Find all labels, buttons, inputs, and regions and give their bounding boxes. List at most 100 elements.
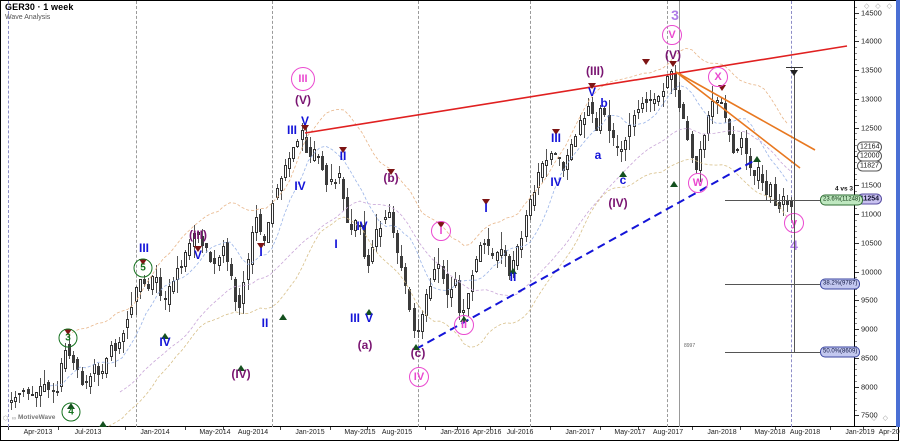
wave-label-a[interactable]: a: [594, 148, 602, 162]
wave-label-c[interactable]: (c): [410, 346, 426, 360]
plot-area[interactable]: [0, 0, 855, 427]
wave-label-V[interactable]: V: [662, 25, 682, 45]
candle-wick: [52, 383, 54, 404]
time-tick-mark: [425, 427, 426, 430]
wave-label-b[interactable]: (b): [383, 171, 399, 185]
wave-label-IV[interactable]: IV: [294, 179, 306, 193]
candle-body: [242, 282, 246, 305]
candle-body: [225, 242, 229, 262]
scrollbar-rail[interactable]: [896, 0, 900, 427]
pivot-high-marker: [588, 83, 596, 89]
candle-body: [34, 391, 38, 399]
wave-label-V[interactable]: V: [300, 114, 310, 128]
wave-label-V[interactable]: V: [193, 248, 203, 262]
wave-label-III[interactable]: III: [286, 123, 298, 137]
candle-wick: [19, 392, 21, 403]
fib-level-badge[interactable]: 38.2%(9787): [820, 278, 861, 290]
price-tick-minor: [855, 323, 857, 325]
inline-price-tag: 8997: [684, 343, 696, 349]
price-tick-mark: [855, 300, 859, 302]
candle-body: [188, 243, 192, 256]
price-tick-minor: [855, 231, 857, 233]
candle-body: [611, 129, 615, 139]
wave-label-a[interactable]: (a): [357, 338, 373, 352]
candle-body: [582, 117, 586, 126]
candle-body: [628, 125, 632, 138]
price-tick-mark: [855, 242, 859, 244]
fib-level-badge[interactable]: 23.6%(11248): [820, 194, 864, 206]
wave-label-W[interactable]: W: [688, 173, 708, 193]
wave-label-4[interactable]: 4: [61, 402, 81, 422]
candle-body: [246, 259, 250, 281]
candle-body: [732, 133, 736, 154]
fib-vertical-axis[interactable]: [794, 67, 795, 352]
wave-label-V[interactable]: V: [364, 311, 374, 325]
price-tick-minor: [855, 144, 857, 146]
fib-level-badge[interactable]: 50.0%(8609): [820, 346, 861, 358]
wave-label-II[interactable]: II: [261, 316, 269, 330]
wave-label-II[interactable]: II: [339, 149, 347, 163]
price-tick-minor: [855, 29, 857, 31]
candle-body: [703, 134, 707, 151]
candle-body: [391, 212, 395, 233]
candle-body: [553, 153, 557, 156]
wave-label-3[interactable]: 3: [671, 7, 679, 23]
pivot-high-marker: [552, 129, 560, 135]
candle-body: [366, 254, 370, 266]
price-level-label[interactable]: 11827: [857, 160, 882, 172]
wave-label-V[interactable]: V: [587, 85, 597, 99]
fib-direction-arrow: [790, 70, 798, 77]
candle-body: [292, 147, 296, 160]
wave-label-IV[interactable]: IV: [409, 367, 429, 387]
wave-label-I[interactable]: I: [484, 201, 488, 215]
candle-body: [76, 358, 80, 370]
price-tick-mark: [855, 98, 859, 100]
wave-label-IV[interactable]: IV: [159, 335, 171, 349]
price-tick-label: 10000: [861, 267, 882, 277]
wave-label-IV[interactable]: (IV): [608, 196, 628, 210]
wave-label-II[interactable]: II: [454, 315, 474, 335]
wave-label-II[interactable]: II: [509, 270, 517, 284]
price-tick-minor: [855, 363, 857, 365]
top-right-diamond-icons[interactable]: ◇ ◇ ◇: [863, 3, 894, 10]
wave-label-I[interactable]: I: [334, 237, 338, 251]
price-tick-minor: [855, 265, 857, 267]
candle-body: [462, 309, 466, 314]
candle-body: [591, 102, 594, 115]
wave-label-IV[interactable]: (IV): [231, 367, 251, 381]
wave-label-III[interactable]: (III): [189, 228, 207, 242]
candle-body: [412, 307, 416, 332]
wave-label-III[interactable]: III: [138, 241, 150, 255]
price-tick-minor: [855, 6, 857, 8]
wave-label-IV[interactable]: IV: [356, 219, 368, 233]
price-tick-minor: [855, 403, 857, 405]
price-tick-label: 9500: [861, 295, 878, 305]
wave-label-3[interactable]: 3: [58, 328, 78, 348]
wave-label-b[interactable]: b: [600, 96, 608, 110]
candle-body: [126, 319, 130, 329]
wave-label-c[interactable]: c: [619, 173, 627, 187]
wave-label-III[interactable]: III: [550, 131, 562, 145]
wave-label-V[interactable]: (V): [295, 93, 311, 107]
candle-body: [59, 363, 63, 388]
candle-body: [566, 155, 570, 171]
wave-label-5[interactable]: 5: [133, 258, 153, 278]
wave-label-III[interactable]: III: [291, 67, 315, 91]
pivot-high-marker: [339, 147, 347, 153]
price-axis[interactable]: [855, 0, 899, 427]
wave-label-I[interactable]: I: [259, 245, 263, 259]
wave-label-I[interactable]: I: [431, 221, 451, 241]
wave-label-V[interactable]: (V): [665, 48, 681, 62]
price-tick-mark: [855, 357, 859, 359]
wave-label-IV[interactable]: IV: [550, 175, 562, 189]
bottom-right-diamond-icons[interactable]: ◇ ◇: [871, 415, 890, 422]
wave-label-X[interactable]: X: [708, 67, 728, 87]
price-tick-minor: [855, 162, 857, 164]
wave-label-III[interactable]: III: [349, 311, 361, 325]
wave-label-III[interactable]: (III): [586, 64, 604, 78]
candle-body: [454, 278, 458, 287]
candle-body: [18, 393, 22, 396]
pivot-high-marker: [669, 61, 677, 67]
candle-body: [483, 243, 487, 246]
candle-body: [437, 264, 441, 269]
